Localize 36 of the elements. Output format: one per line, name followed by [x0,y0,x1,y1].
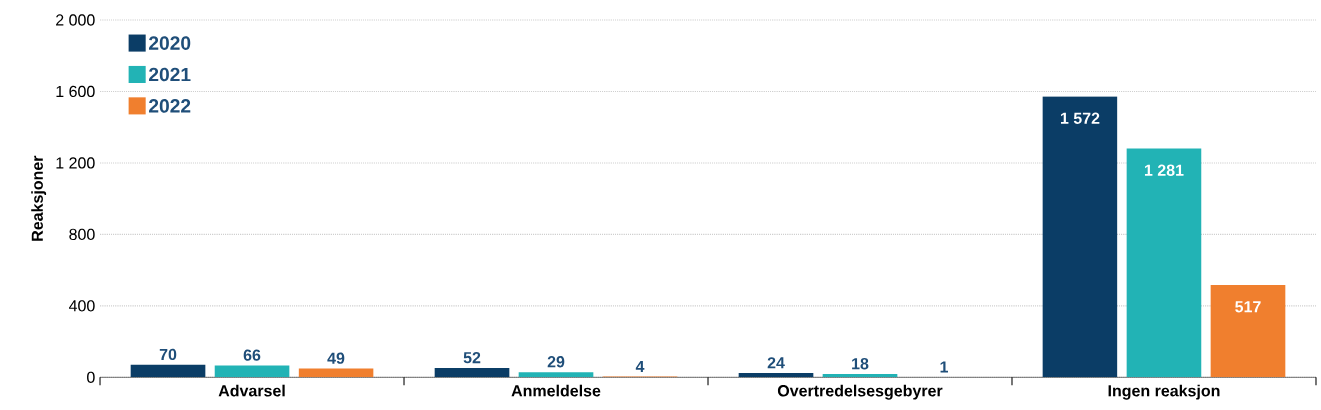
data-label: 4 [635,360,645,372]
data-label: 66 [243,349,261,361]
y-tick-label: 800 [69,228,95,241]
data-label: 1 572 [1060,112,1100,124]
y-axis-title: Reaksjoner [31,155,47,241]
data-label: 1 281 [1144,164,1184,176]
bar [1210,284,1286,378]
bar [130,364,206,378]
y-tick-label: 1 200 [56,157,95,169]
data-label: 18 [852,358,869,370]
x-tick-label: Ingen reaksjon [1108,384,1220,400]
legend-label: 2020 [149,36,191,50]
bar [1126,148,1202,378]
legend-label: 2022 [149,99,191,113]
y-tick-label: 1 600 [56,85,95,98]
data-label: 49 [327,352,345,364]
data-label: 1 [940,361,948,373]
bar [298,368,374,378]
y-tick-label: 400 [68,300,95,312]
bar [214,365,290,378]
y-tick-label: 2 000 [56,14,95,26]
data-label: 24 [767,357,785,369]
x-tick-label: Overtredelsesgebyrer [777,384,943,400]
bar [1042,96,1118,378]
bar [434,368,510,378]
data-label: 70 [159,348,177,361]
bar [518,372,594,378]
data-label: 517 [1235,301,1261,313]
legend-label: 2021 [149,67,191,82]
data-label: 52 [463,351,481,364]
x-tick-label: Anmeldelse [511,384,601,397]
bar [822,374,898,378]
data-label: 29 [547,356,565,368]
x-tick-label: Advarsel [218,384,285,397]
y-tick-label: 0 [87,371,95,383]
bar [738,373,814,378]
